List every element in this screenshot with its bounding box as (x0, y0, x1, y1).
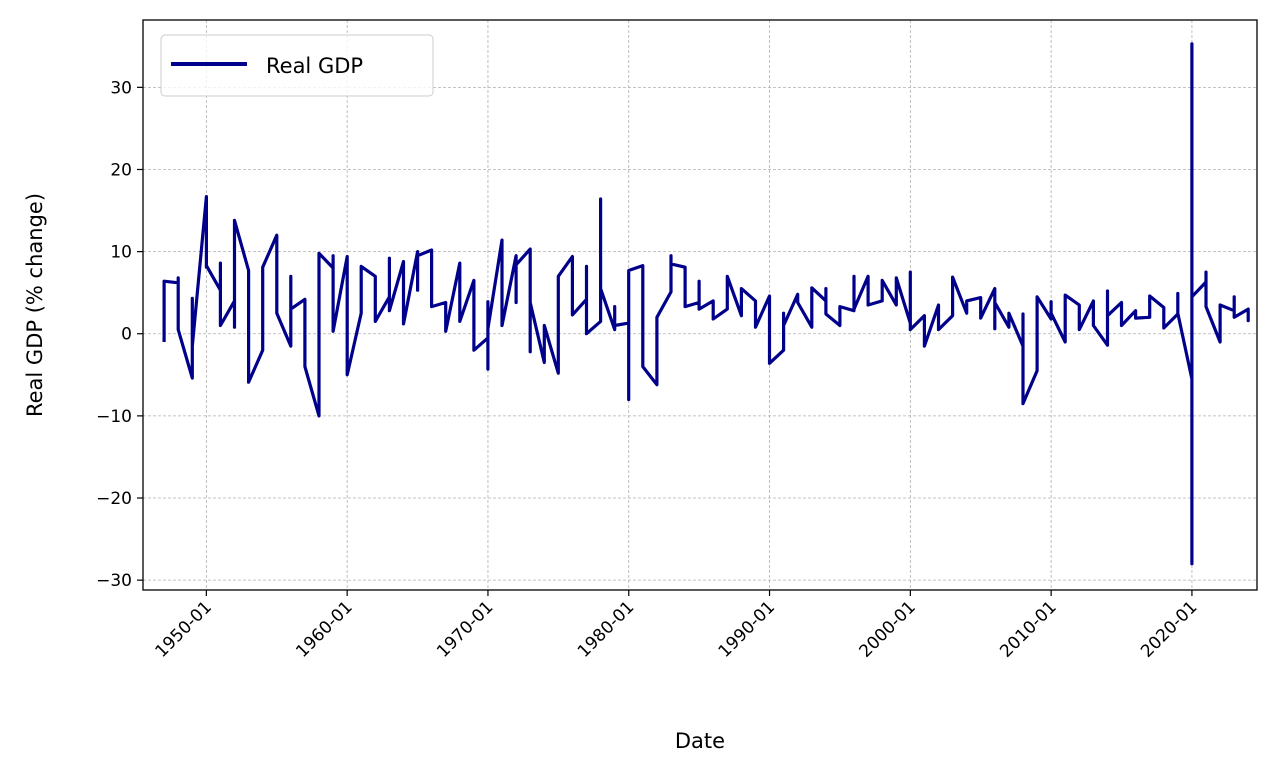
y-tick-label: 0 (121, 325, 132, 345)
x-axis-label: Date (675, 729, 725, 753)
plot-frame (142, 19, 1258, 591)
y-tick-label: −20 (96, 489, 132, 509)
y-tick-label: −30 (96, 571, 132, 591)
y-axis-label: Real GDP (% change) (23, 193, 47, 417)
x-tick-label: 2000-01 (856, 597, 920, 661)
y-tick-label: 10 (110, 243, 132, 263)
x-tick-label: 1960-01 (292, 597, 356, 661)
x-axis-ticks: 1950-01 1960-01 1970-01 1980-01 1990-01 2000-… (152, 590, 1201, 662)
x-tick-label: 2020-01 (1137, 597, 1201, 661)
x-tick-label: 1980-01 (574, 597, 638, 661)
x-tick-label: 1950-01 (152, 597, 216, 661)
x-tick-label: 1990-01 (715, 597, 779, 661)
y-tick-label: 20 (110, 160, 132, 180)
legend-entry-label: Real GDP (266, 54, 363, 78)
series-line-real-gdp (162, 42, 1250, 566)
y-tick-label: −10 (96, 407, 132, 427)
y-axis-ticks: 30 20 10 0 −10 −20 −30 (96, 78, 143, 591)
legend-box (160, 34, 434, 97)
x-tick-label: 1970-01 (433, 597, 497, 661)
x-tick-label: 2010-01 (996, 597, 1060, 661)
legend: Real GDP (160, 34, 434, 97)
series-layer (162, 42, 1250, 566)
y-tick-label: 30 (110, 78, 132, 98)
